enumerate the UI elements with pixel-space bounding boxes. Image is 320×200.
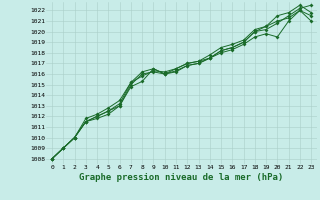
X-axis label: Graphe pression niveau de la mer (hPa): Graphe pression niveau de la mer (hPa) [79,173,284,182]
